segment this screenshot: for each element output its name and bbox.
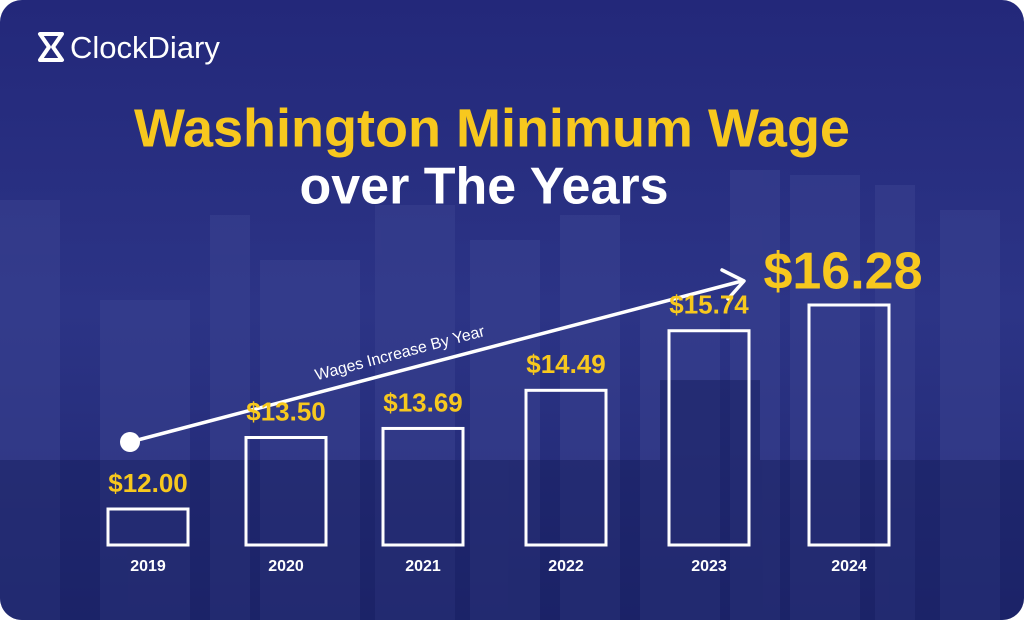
value-label: $15.74: [669, 290, 749, 320]
bar: [106, 507, 190, 547]
x-tick-label: 2023: [691, 558, 727, 575]
brand-name: ClockDiary: [70, 30, 220, 65]
bar: [807, 303, 891, 547]
bar: [381, 426, 465, 547]
x-tick-label: 2020: [268, 558, 304, 575]
x-tick-label: 2022: [548, 558, 584, 575]
chart-title: Washington Minimum Wage: [134, 98, 850, 158]
bar: [667, 329, 751, 547]
value-label: $14.49: [526, 349, 606, 379]
value-label: $13.50: [246, 396, 326, 426]
x-tick-label: 2021: [405, 558, 441, 575]
value-label: $12.00: [108, 468, 188, 498]
value-label: $13.69: [383, 387, 463, 417]
value-label: $16.28: [763, 243, 922, 301]
bar: [524, 388, 608, 547]
x-tick-label: 2019: [130, 558, 166, 575]
logo: ClockDiary: [38, 30, 220, 65]
x-tick-label: 2024: [831, 558, 867, 575]
chart-subtitle: over The Years: [299, 158, 668, 216]
bar: [244, 436, 328, 547]
